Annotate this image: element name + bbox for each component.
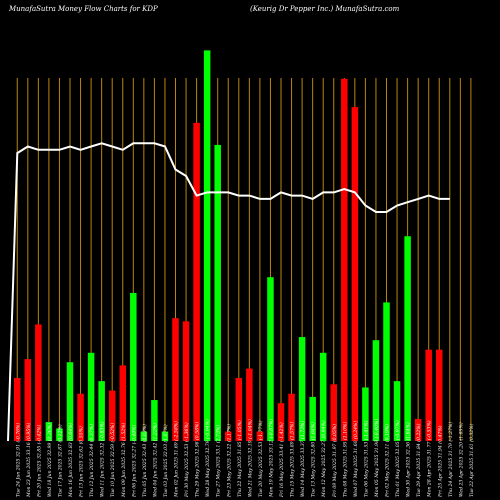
money-flow-bar [372,340,380,441]
x-tick-label: Tue 06 May 2025 31.53 (-1.41%) [362,420,369,497]
money-flow-bar [108,390,116,441]
money-flow-bar [330,384,337,441]
money-flow-bar [436,349,443,441]
x-tick-label: Tue 20 May 2025 32.53 (-1.77%) [257,420,264,497]
money-flow-bar [246,368,253,441]
x-tick-label: Fri 02 May 2025 32.11 (0.19%) [384,424,391,498]
x-tick-label: Mon 05 May 2025 31.98 (-0.40%) [373,419,380,498]
money-flow-bar [414,418,422,441]
chart-title: MunafaSutra Money Flow Charts for KDP [9,5,158,13]
x-tick-label: Tue 17 Jun 2025 32.87 (0.12%) [57,424,64,497]
x-tick-label: Thu 05 Jun 2025 32.43 (0.03%) [141,424,148,497]
money-flow-bar [225,431,232,441]
x-tick-label: Fri 25 Apr 2025 31.94 (0.47%) [436,425,443,498]
x-tick-label: Thu 24 Apr 2025 31.79 (-1.27%) [447,422,454,497]
money-flow-bar [35,324,42,441]
money-flow-bar [341,78,348,441]
x-tick-label: Tue 13 May 2025 32.80 (1.64%) [310,422,317,497]
money-flow-bar [193,122,200,441]
x-tick-label: Tue 29 Apr 2025 31.84 (0.22%) [415,423,422,497]
money-flow-bar [98,381,105,441]
money-flow-bar [288,393,295,441]
money-flow-bar [87,352,95,441]
money-flow-line [7,142,450,442]
money-flow-bar [172,318,179,441]
money-flow-bar [425,349,432,441]
x-tick-label: Tue 03 Jun 2025 32.03 (1.07%) [162,424,169,497]
x-tick-label: Fri 30 May 2025 32.53 (-1.36%) [183,422,190,498]
money-flow-bar [393,381,401,441]
money-flow-bar [77,393,84,441]
money-flow-bar [267,277,274,441]
money-flow-bar [256,431,264,441]
chart-subtitle: (Keurig Dr Pepper Inc.) MunafaSutra.com [250,5,400,13]
x-tick-label: Tue 22 Apr 2025 31.61 (0.32%) [468,423,475,497]
x-tick-label: Thu 15 May 2025 33.89 (1.57%) [289,422,296,497]
x-tick-label: Mon 23 Jun 2025 33.16 (0.95%) [25,422,32,498]
x-tick-label: Wed 30 Apr 2025 32.36 (1.64%) [405,422,412,497]
x-tick-label: Tue 10 Jun 2025 32.59 (-0.52%) [109,423,116,497]
x-tick-label: Wed 18 Jun 2025 32.99 (0.36%) [46,423,53,497]
x-tick-label: Wed 23 Apr 2025 32.20 (1.85%) [457,422,464,497]
money-flow-bar [45,422,53,441]
money-flow-bar [24,359,32,441]
x-tick-label: Wed 04 Jun 2025 32.42 (1.22%) [151,423,158,497]
money-flow-bar [66,362,74,441]
money-flow-bar [351,107,359,441]
x-tick-label: Tue 24 Jun 2025 32.91 (-0.76%) [14,423,21,497]
x-tick-label: Mon 09 Jun 2025 32.76 (1.52%) [120,422,127,498]
money-flow-bar [161,431,169,441]
x-tick-label: Mon 28 Apr 2025 31.77 (-0.53%) [426,420,433,498]
x-tick-label: Fri 09 May 2025 31.97 (0.05%) [331,424,338,498]
x-tick-label: Wed 07 May 2025 31.60 (0.24%) [352,421,359,497]
x-tick-label: Mon 02 Jun 2025 31.69 (-2.58%) [173,421,180,498]
x-tick-label: Thu 12 Jun 2025 32.44 (0.37%) [88,424,95,497]
x-tick-label: Tue 27 May 2025 33.1 (2.73%) [215,425,222,497]
money-flow-bar [203,50,211,442]
x-tick-label: Wed 14 May 2025 33.37 (1.73%) [299,421,306,497]
x-tick-label: Wed 21 May 2025 32.19 (-1.04%) [246,419,253,497]
money-flow-bar [119,365,126,441]
x-tick-label: Fri 06 Jun 2025 32.27 (-0.49%) [130,424,137,498]
x-tick-label: Mon 16 Jun 2025 32.83 (0.64%) [67,422,74,498]
money-flow-bar [56,428,63,441]
money-flow-bar [298,337,306,441]
x-tick-label: Mon 12 May 2025 32.27 (0.94%) [320,420,327,498]
money-flow-bar [14,378,21,441]
money-flow-bar [130,292,137,441]
money-flow-bar [235,378,243,441]
money-flow-bar [140,431,148,441]
x-tick-label: Wed 11 Jun 2025 32.32 (-0.83%) [99,421,106,497]
money-flow-bar [404,236,411,441]
x-tick-label: Fri 20 Jun 2025 32.85 (-0.42%) [35,424,42,498]
money-flow-bar [383,302,390,441]
money-flow-bar [214,144,221,441]
x-tick-label: Mon 19 May 2025 33.12 (-0.87%) [268,419,275,498]
money-flow-bar [319,352,327,441]
x-tick-label: Thu 01 May 2025 32.05 (-0.97%) [394,420,401,497]
x-tick-label: Wed 28 May 2025 32.79 (-0.94%) [204,419,211,497]
x-tick-label: Fri 23 May 2025 32.22 (1.17%) [225,424,232,498]
money-flow-bar [277,403,285,441]
x-tick-label: Thu 29 May 2025 32.98 (0.58%) [194,422,201,497]
money-flow-bar [182,321,190,441]
money-flow-bar [362,387,369,441]
x-tick-label: Fri 16 May 2025 33.41 (-1.42%) [278,422,285,498]
x-tick-label: Fri 13 Jun 2025 32.62 (0.55%) [78,426,85,498]
money-flow-bar [309,396,316,441]
money-flow-bar [151,400,158,441]
x-tick-label: Thu 08 May 2025 31.95 (1.10%) [341,422,348,497]
x-tick-label: Thu 22 May 2025 31.85 (-1.05%) [236,420,243,497]
